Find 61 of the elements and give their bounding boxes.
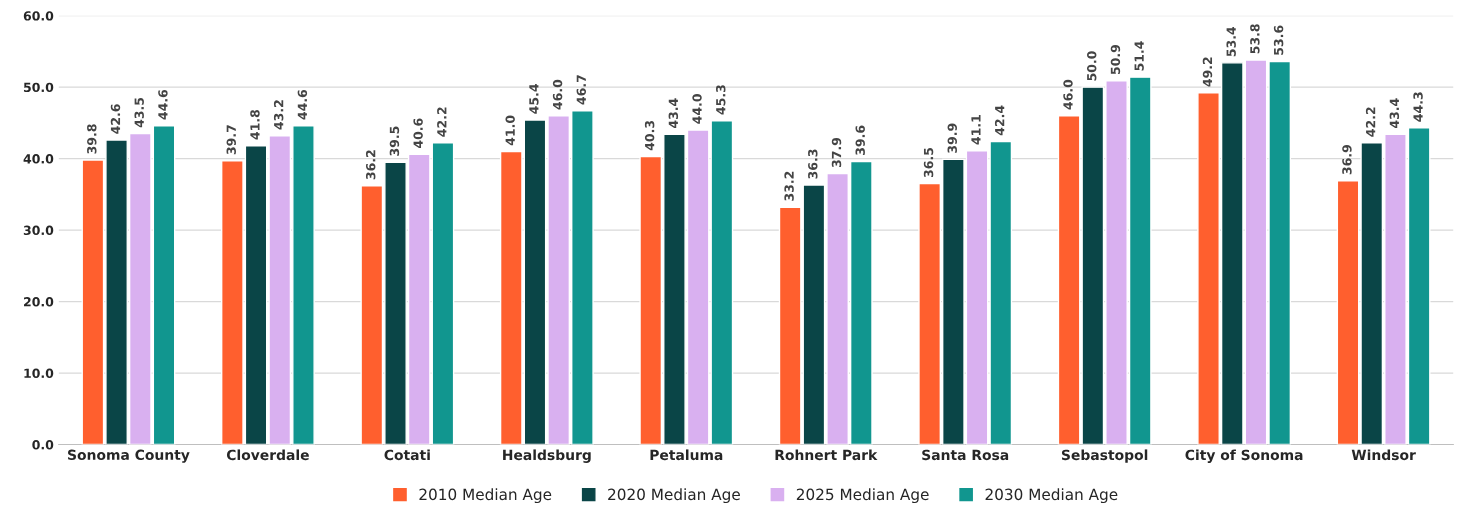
data-label: 41.8 xyxy=(250,109,260,140)
data-label: 39.9 xyxy=(947,123,957,153)
data-label: 39.6 xyxy=(855,125,865,155)
x-tick-label: Sebastopol xyxy=(1061,449,1148,463)
data-label: 46.7 xyxy=(576,75,587,105)
data-label: 50.9 xyxy=(1110,44,1121,75)
data-label: 40.6 xyxy=(413,118,423,149)
data-label: 39.5 xyxy=(389,126,400,156)
data-label: 53.8 xyxy=(1250,24,1260,54)
legend-label: 2020 Median Age xyxy=(608,488,740,504)
data-label: 36.5 xyxy=(923,147,934,178)
data-label: 36.2 xyxy=(365,150,376,180)
data-label: 41.0 xyxy=(505,115,515,146)
y-tick-label: 10.0 xyxy=(24,368,54,378)
data-label: 46.0 xyxy=(552,79,563,110)
data-label: 44.6 xyxy=(158,89,168,120)
data-label: 44.6 xyxy=(297,89,308,120)
y-tick-label: 60.0 xyxy=(23,11,54,21)
data-label: 39.8 xyxy=(87,124,97,154)
data-label: 42.6 xyxy=(110,104,121,134)
data-label: 36.3 xyxy=(808,149,818,179)
x-tick-label: City of Sonoma xyxy=(1185,449,1303,463)
x-tick-label: Cotati xyxy=(384,449,430,461)
x-tick-label: Santa Rosa xyxy=(922,449,1009,461)
data-label: 42.4 xyxy=(994,105,1005,136)
data-label: 45.4 xyxy=(529,84,539,114)
data-label: 42.2 xyxy=(437,107,447,137)
data-label: 51.4 xyxy=(1134,41,1144,71)
data-label: 43.2 xyxy=(273,100,284,130)
y-tick-label: 20.0 xyxy=(24,297,54,307)
data-label: 53.4 xyxy=(1226,26,1236,57)
y-tick-label: 40.0 xyxy=(23,154,54,164)
data-label: 36.9 xyxy=(1342,145,1352,175)
legend-label: 2010 Median Age xyxy=(419,488,552,504)
data-label: 49.2 xyxy=(1202,57,1213,87)
data-label: 43.4 xyxy=(1389,98,1400,129)
data-label: 43.5 xyxy=(134,97,144,128)
x-tick-label: Windsor xyxy=(1351,449,1416,461)
data-label: 50.0 xyxy=(1086,51,1097,81)
data-label: 44.3 xyxy=(1413,92,1423,122)
data-label: 33.2 xyxy=(784,171,794,201)
data-label: 45.3 xyxy=(716,85,726,115)
x-tick-label: Rohnert Park xyxy=(775,449,878,461)
x-tick-label: Petaluma xyxy=(650,449,723,461)
legend-label: 2025 Median Age xyxy=(796,488,929,504)
data-label: 46.0 xyxy=(1063,79,1073,110)
data-label: 53.6 xyxy=(1273,25,1284,55)
y-tick-label: 0.0 xyxy=(32,440,54,450)
data-label: 43.4 xyxy=(668,98,679,129)
y-tick-label: 30.0 xyxy=(23,225,54,236)
legend-label: 2030 Median Age xyxy=(985,488,1118,504)
data-label: 40.3 xyxy=(644,120,655,151)
data-label: 44.0 xyxy=(692,94,702,124)
data-label: 39.7 xyxy=(226,125,236,155)
x-tick-label: Cloverdale xyxy=(226,449,309,461)
x-tick-label: Healdsburg xyxy=(503,449,591,463)
data-label: 37.9 xyxy=(831,137,842,168)
x-tick-label: Sonoma County xyxy=(68,449,190,463)
data-label: 41.1 xyxy=(971,115,981,145)
data-label: 42.2 xyxy=(1365,107,1376,137)
y-tick-label: 50.0 xyxy=(23,82,54,93)
